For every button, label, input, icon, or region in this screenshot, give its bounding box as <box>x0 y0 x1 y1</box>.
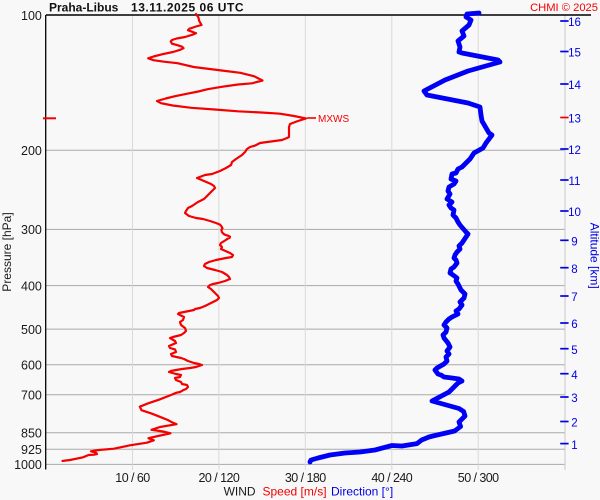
svg-text:3: 3 <box>571 393 577 405</box>
svg-text:300: 300 <box>21 223 42 237</box>
svg-text:20 / 120: 20 / 120 <box>199 471 240 485</box>
svg-text:11: 11 <box>569 176 581 188</box>
svg-text:1000: 1000 <box>14 458 42 472</box>
svg-text:400: 400 <box>21 279 42 293</box>
svg-text:2: 2 <box>571 418 577 430</box>
svg-text:200: 200 <box>21 144 42 158</box>
svg-text:4: 4 <box>571 370 578 382</box>
svg-text:14: 14 <box>568 80 581 92</box>
svg-text:Speed [m/s]: Speed [m/s] <box>263 485 327 499</box>
svg-text:WIND: WIND <box>224 485 256 499</box>
svg-text:6: 6 <box>571 319 577 331</box>
svg-text:12: 12 <box>568 145 581 157</box>
svg-text:Direction [°]: Direction [°] <box>331 485 393 499</box>
svg-text:15: 15 <box>568 48 581 60</box>
svg-text:700: 700 <box>21 389 42 403</box>
svg-text:50 / 300: 50 / 300 <box>458 471 499 485</box>
svg-text:1: 1 <box>571 440 577 452</box>
svg-text:10: 10 <box>568 207 581 219</box>
svg-text:8: 8 <box>571 264 577 276</box>
svg-text:850: 850 <box>21 427 42 441</box>
svg-text:30 / 180: 30 / 180 <box>285 471 326 485</box>
svg-text:CHMI © 2025: CHMI © 2025 <box>530 2 598 14</box>
svg-text:Praha-Libus: Praha-Libus <box>49 1 119 15</box>
svg-text:600: 600 <box>21 359 42 373</box>
svg-text:5: 5 <box>571 345 577 357</box>
svg-text:100: 100 <box>21 9 42 23</box>
svg-text:Altitude [km]: Altitude [km] <box>587 223 600 289</box>
svg-text:MXWS: MXWS <box>318 114 349 125</box>
svg-text:9: 9 <box>571 237 577 249</box>
svg-text:13: 13 <box>568 114 581 126</box>
svg-text:10 / 60: 10 / 60 <box>115 471 150 485</box>
svg-text:7: 7 <box>571 292 577 304</box>
svg-text:500: 500 <box>21 323 42 337</box>
svg-text:925: 925 <box>21 443 42 457</box>
svg-text:16: 16 <box>568 17 581 29</box>
svg-text:13.11.2025 06 UTC: 13.11.2025 06 UTC <box>131 1 244 15</box>
svg-text:Pressure [hPa]: Pressure [hPa] <box>0 212 14 291</box>
svg-text:40 / 240: 40 / 240 <box>371 471 412 485</box>
